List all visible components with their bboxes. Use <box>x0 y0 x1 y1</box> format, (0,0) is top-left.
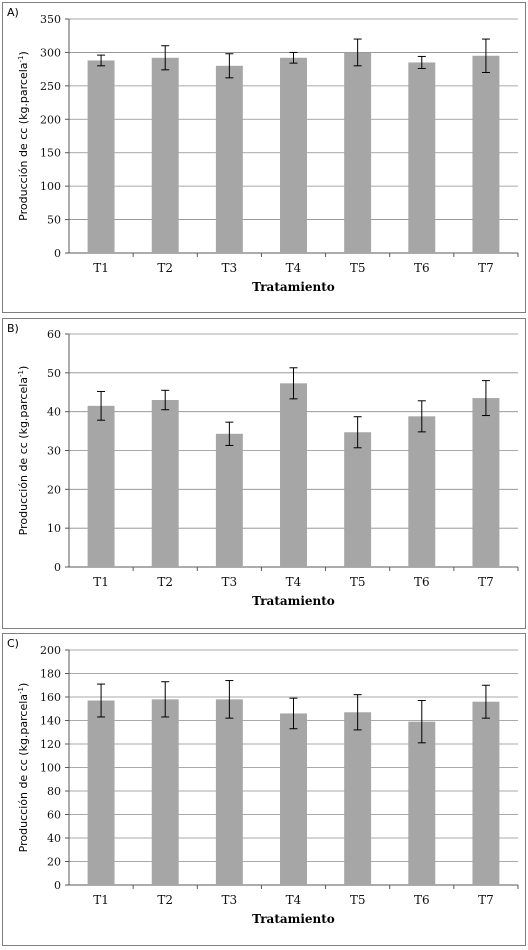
bar-t5 <box>344 52 372 253</box>
y-tick-label: 0 <box>54 247 61 260</box>
y-tick-label: 100 <box>40 180 61 193</box>
x-tick-label: T7 <box>478 261 494 275</box>
bar-t1 <box>87 405 115 567</box>
x-tick-label: T7 <box>478 575 494 589</box>
bar-t7 <box>472 398 500 567</box>
y-tick-label: 250 <box>40 80 61 93</box>
y-axis-title: Producción de cc (kg.parcela-1) <box>17 51 30 221</box>
y-tick-label: 300 <box>40 46 61 59</box>
y-tick-label: 20 <box>47 856 61 869</box>
bar-t2 <box>151 699 179 885</box>
y-tick-label: 100 <box>40 762 61 775</box>
y-tick-label: 200 <box>40 113 61 126</box>
y-tick-label: 60 <box>47 328 61 341</box>
x-tick-label: T6 <box>414 575 430 589</box>
chart-panel-a: A) 0 50 100 150 200 250 300 350 T1 T2 T3 T4 T5 T6 T7 Tr… <box>2 2 526 313</box>
x-tick-label: T5 <box>350 261 366 275</box>
bar-chart-b: 0 10 20 30 40 50 60 T1 T2 T3 T4 T5 T6 T7 Tratamiento Pr… <box>17 328 519 608</box>
x-tick-label: T5 <box>350 575 366 589</box>
y-tick-label: 180 <box>40 668 61 681</box>
y-tick-label: 60 <box>47 809 61 822</box>
y-tick-label: 50 <box>47 367 61 380</box>
y-tick-label: 0 <box>54 561 61 574</box>
bar-t6 <box>408 416 436 567</box>
x-tick-label: T2 <box>157 575 173 589</box>
bar-t1 <box>87 700 115 885</box>
panel-label: C) <box>7 637 19 650</box>
y-tick-label: 350 <box>40 13 61 26</box>
y-tick-label: 150 <box>40 147 61 160</box>
bar-t1 <box>87 60 115 253</box>
x-axis-title: Tratamiento <box>252 594 335 608</box>
bar-t3 <box>215 65 243 253</box>
y-tick-label: 80 <box>47 785 61 798</box>
y-tick-label: 140 <box>40 715 61 728</box>
bar-t4 <box>280 713 307 885</box>
bar-t6 <box>408 721 436 885</box>
bar-t4 <box>280 57 307 253</box>
bar-t7 <box>472 701 500 885</box>
bar-t3 <box>215 433 243 567</box>
y-tick-label: 10 <box>47 522 61 535</box>
x-tick-label: T7 <box>478 893 494 907</box>
y-tick-label: 120 <box>40 738 61 751</box>
x-axis-title: Tratamiento <box>252 912 335 926</box>
bar-t3 <box>215 699 243 885</box>
y-tick-label: 30 <box>47 445 61 458</box>
chart-panel-b: B) 0 10 20 30 40 50 60 T1 T2 T3 T4 T5 T6 T7 Tratamient… <box>2 318 526 629</box>
x-tick-label: T5 <box>350 893 366 907</box>
x-tick-label: T2 <box>157 261 173 275</box>
y-axis-title: Producción de cc (kg.parcela-1) <box>17 683 30 853</box>
y-tick-label: 50 <box>47 214 61 227</box>
y-tick-label: 40 <box>47 832 61 845</box>
bar-chart-a: 0 50 100 150 200 250 300 350 T1 T2 T3 T4 T5 T6 T7 Trata… <box>17 13 519 294</box>
x-tick-label: T1 <box>93 261 109 275</box>
bar-t5 <box>344 432 372 567</box>
x-tick-label: T1 <box>93 893 109 907</box>
x-tick-label: T1 <box>93 575 109 589</box>
bar-t6 <box>408 62 436 254</box>
panel-label: B) <box>7 322 19 335</box>
panel-label: A) <box>7 6 19 19</box>
x-tick-label: T4 <box>286 893 302 907</box>
x-tick-label: T3 <box>222 261 238 275</box>
y-tick-label: 200 <box>40 644 61 657</box>
bar-t2 <box>151 400 179 567</box>
x-tick-label: T4 <box>286 261 302 275</box>
x-tick-label: T6 <box>414 261 430 275</box>
x-tick-label: T3 <box>222 575 238 589</box>
bar-t5 <box>344 712 372 885</box>
bar-t4 <box>280 383 307 567</box>
x-tick-label: T4 <box>286 575 302 589</box>
chart-panel-c: C) 0 20 40 60 80 100 120 140 160 180 200 T1 T2 T3 T4 T5… <box>2 633 526 946</box>
y-tick-label: 0 <box>54 879 61 892</box>
x-tick-label: T2 <box>157 893 173 907</box>
y-tick-label: 160 <box>40 691 61 704</box>
bar-t7 <box>472 55 500 254</box>
bar-chart-c: 0 20 40 60 80 100 120 140 160 180 200 T1 T2 T3 T4 T5 T6 T… <box>17 644 519 926</box>
y-tick-label: 40 <box>47 406 61 419</box>
x-tick-label: T3 <box>222 893 238 907</box>
x-axis-title: Tratamiento <box>252 280 335 294</box>
y-tick-label: 20 <box>47 483 61 496</box>
x-tick-label: T6 <box>414 893 430 907</box>
bar-t2 <box>151 57 179 253</box>
y-axis-title: Producción de cc (kg.parcela-1) <box>17 366 30 536</box>
